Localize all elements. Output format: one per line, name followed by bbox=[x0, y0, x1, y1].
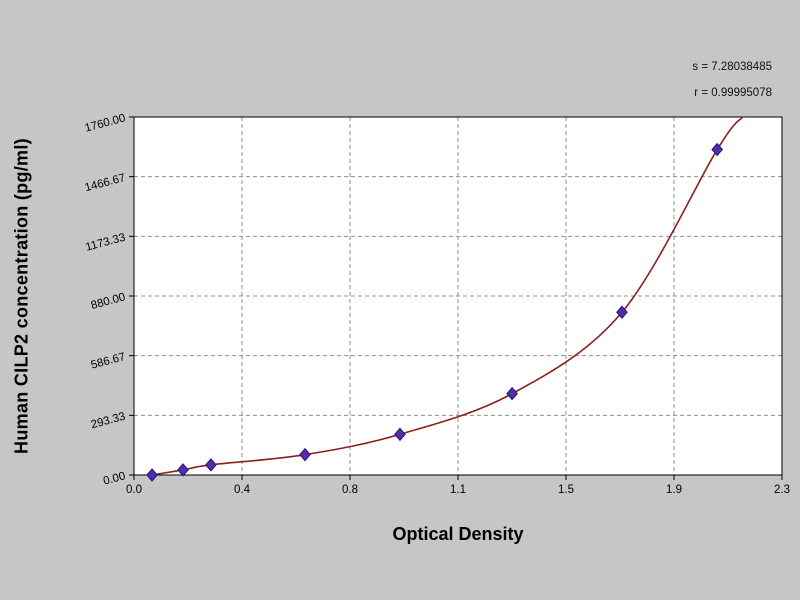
x-tick-label: 0.4 bbox=[234, 484, 251, 496]
y-tick-label: 1760.00 bbox=[84, 112, 127, 134]
x-tick-label: 2.3 bbox=[774, 484, 790, 496]
data-point bbox=[506, 386, 518, 401]
x-axis-title: Optical Density bbox=[392, 524, 524, 544]
y-tick-label: 1173.33 bbox=[84, 232, 126, 254]
x-tick-label: 1.9 bbox=[666, 484, 682, 496]
data-point bbox=[146, 468, 158, 482]
fit-stat-s: s = 7.28038485 bbox=[692, 61, 772, 73]
y-tick-label: 880.00 bbox=[90, 291, 127, 312]
standard-curve bbox=[151, 116, 744, 476]
y-tick-label: 0.00 bbox=[102, 470, 127, 487]
y-tick-label: 293.33 bbox=[90, 411, 127, 432]
x-tick-label: 0.8 bbox=[342, 484, 358, 496]
data-point bbox=[616, 305, 628, 320]
x-tick-label: 0.0 bbox=[126, 484, 142, 496]
x-tick-label: 1.1 bbox=[450, 484, 466, 496]
fit-statistics: s = 7.28038485 r = 0.99995078 bbox=[692, 54, 772, 106]
y-tick-label: 1466.67 bbox=[84, 172, 127, 194]
y-tick-label: 586.67 bbox=[90, 351, 127, 372]
plot-frame bbox=[133, 116, 783, 476]
data-point bbox=[177, 463, 189, 477]
x-tick-label: 1.5 bbox=[558, 484, 574, 496]
y-axis-title: Human CILP2 concentration (pg/ml) bbox=[11, 138, 32, 454]
data-point bbox=[205, 458, 217, 472]
fit-stat-r: r = 0.99995078 bbox=[694, 87, 772, 99]
data-point bbox=[299, 447, 311, 462]
data-point bbox=[394, 427, 406, 442]
data-point bbox=[711, 142, 724, 157]
